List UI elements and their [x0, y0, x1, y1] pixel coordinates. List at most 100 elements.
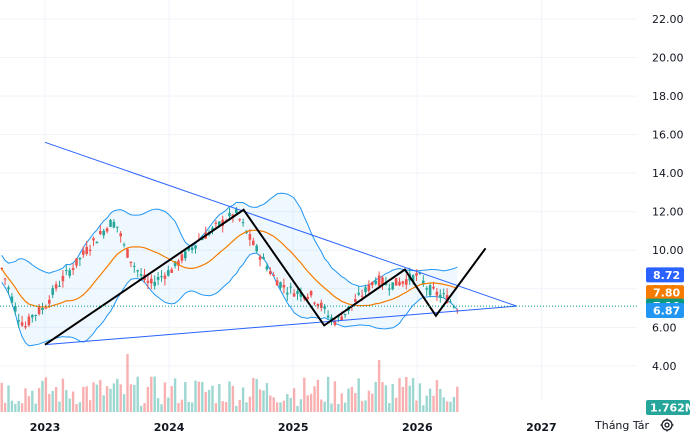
volume-bar [303, 377, 306, 412]
candle-body [31, 315, 34, 318]
candle-body [51, 288, 54, 295]
candle-body [10, 296, 14, 303]
volume-bar [340, 393, 343, 412]
candle-body [112, 221, 116, 228]
candle-body [153, 281, 156, 286]
volume-bar [452, 397, 456, 412]
candle-body [371, 282, 374, 286]
volume-bar [439, 388, 442, 412]
price-badge-label: 8.72 [653, 269, 680, 282]
volume-bar [95, 384, 99, 412]
volume-bar [136, 376, 139, 412]
volume-bar [167, 397, 170, 412]
volume-bar [14, 403, 17, 412]
volume-bar [425, 395, 428, 412]
candle-body [156, 277, 160, 280]
volume-bar [306, 395, 309, 412]
volume-bar [109, 388, 112, 412]
ma-line [1, 229, 458, 308]
volume-bar [320, 399, 323, 412]
lower-trendline[interactable] [44, 305, 517, 346]
volume-badge-bg [646, 400, 690, 415]
candle-body [238, 219, 241, 221]
settings-icon[interactable] [657, 415, 677, 435]
candle-body [34, 314, 37, 316]
candle-body [17, 320, 20, 322]
volume-bar [204, 391, 207, 412]
candle-body [105, 228, 109, 232]
candle-body [228, 212, 231, 217]
y-tick-label: 6.00 [652, 321, 677, 334]
candle-body [54, 284, 58, 289]
candle-body [296, 291, 299, 294]
volume-bar [411, 378, 415, 412]
candle-body [269, 271, 272, 275]
candle-body [102, 230, 105, 236]
volume-bar [398, 378, 401, 412]
candle-body [343, 313, 347, 316]
candle-body [326, 315, 330, 318]
time-axis[interactable]: 2023 2024 2025 2026 2027 [30, 421, 557, 434]
y-tick-label: 14.00 [652, 167, 684, 180]
volume-bar [68, 398, 71, 412]
volume-badge: 1.762M [646, 400, 690, 415]
price-axis[interactable]: 22.0020.0018.0016.0014.0012.0010.008.006… [652, 13, 684, 373]
volume-bar [258, 389, 262, 412]
volume-bar [252, 377, 255, 412]
candle-body [422, 280, 425, 285]
volume-bar [112, 383, 116, 412]
candle-body [139, 274, 143, 276]
volume-bar [54, 387, 58, 412]
candle-body [180, 254, 184, 261]
volume-bar [221, 401, 224, 412]
candle-body [275, 280, 279, 286]
volume-bar [129, 384, 133, 412]
candle-body [214, 222, 218, 224]
volume-bar [360, 400, 364, 412]
volume-badge-label: 1.762M [650, 402, 690, 415]
timeframe-label[interactable]: Tháng Tár [595, 418, 650, 432]
volume-bar [177, 403, 180, 412]
volume-bar [262, 390, 265, 412]
volume-bar [442, 397, 445, 412]
volume-bar [333, 381, 337, 412]
candle-body [133, 265, 136, 267]
volume-bar [279, 402, 282, 412]
volume-bar [296, 405, 299, 412]
zigzag-line[interactable] [44, 208, 487, 346]
volume-bar [88, 400, 92, 412]
volume-bar [190, 402, 194, 412]
volume-bar [432, 395, 435, 412]
volume-bar [58, 401, 61, 412]
volume-bar [184, 382, 187, 412]
candle-body [354, 299, 357, 302]
candle-body [160, 276, 163, 278]
candle-body [320, 302, 323, 308]
volume-bar [105, 386, 109, 412]
volume-bar [241, 387, 245, 412]
volume-bar [194, 380, 197, 412]
volume-bar [143, 403, 146, 412]
x-tick-label: 2023 [30, 421, 61, 434]
volume-bar [7, 385, 10, 412]
candle-body [218, 221, 221, 226]
candle-body [252, 240, 255, 246]
volume-bar [255, 378, 258, 412]
volume-bar [309, 393, 313, 412]
candle-body [306, 296, 309, 299]
volume-bar [75, 404, 78, 412]
upper-trendline[interactable] [44, 141, 517, 307]
candle-body [292, 293, 296, 297]
volume-bar [31, 390, 34, 412]
volume-bar [24, 388, 27, 412]
candle-body [255, 245, 258, 252]
volume-bar [65, 390, 68, 412]
y-tick-label: 10.00 [652, 244, 684, 257]
candle-body [201, 238, 204, 241]
candle-body [61, 275, 65, 282]
volume-bar [27, 396, 31, 412]
zigzag-pattern[interactable] [44, 208, 487, 346]
volume-bar [211, 385, 214, 412]
volume-bar [231, 385, 235, 412]
